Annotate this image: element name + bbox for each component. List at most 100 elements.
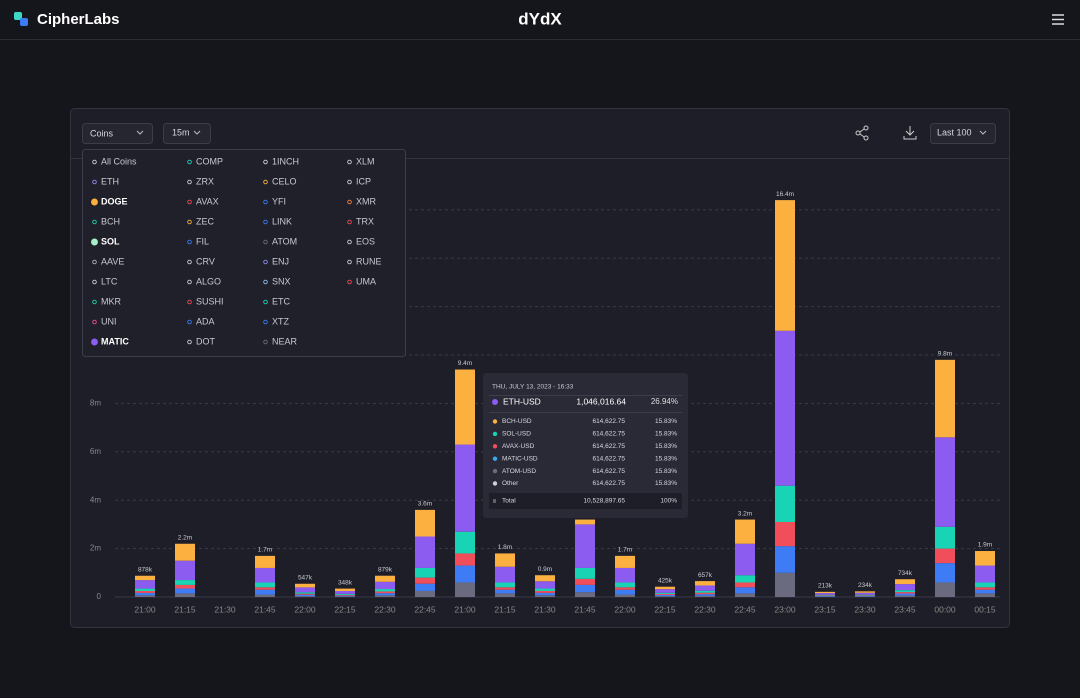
coin-option[interactable]: DOT bbox=[187, 336, 216, 346]
bar-segment bbox=[775, 572, 795, 597]
coin-option[interactable]: UNI bbox=[92, 316, 117, 326]
series-value: 614,622.75 bbox=[592, 443, 625, 450]
coin-option[interactable]: DOGE bbox=[91, 196, 128, 206]
bar-segment bbox=[815, 594, 835, 596]
bar-segment bbox=[895, 595, 915, 597]
bar-segment bbox=[935, 582, 955, 597]
bar-segment bbox=[975, 593, 995, 597]
bar-segment bbox=[295, 596, 315, 597]
coin-dot bbox=[187, 299, 192, 305]
coin-dot bbox=[187, 259, 192, 265]
series-share: 15.83% bbox=[655, 418, 677, 425]
coin-option[interactable]: ZRX bbox=[187, 176, 214, 186]
coin-option[interactable]: ZEC bbox=[187, 216, 215, 226]
bar-segment bbox=[975, 565, 995, 583]
bar-segment bbox=[935, 563, 955, 583]
bar-segment bbox=[135, 592, 155, 596]
coins-dropdown[interactable]: Coins bbox=[82, 123, 153, 144]
bar-segment bbox=[575, 578, 595, 585]
x-tick-label: 22:15 bbox=[654, 604, 676, 614]
coin-dot bbox=[92, 319, 97, 325]
logo-part bbox=[14, 12, 22, 20]
series-dot bbox=[492, 481, 498, 486]
interval-dropdown[interactable]: 15m bbox=[163, 123, 211, 144]
coin-option[interactable]: CRV bbox=[187, 256, 215, 266]
coin-name: UMA bbox=[356, 276, 376, 286]
coin-name: ZRX bbox=[196, 176, 214, 186]
series-value: 614,622.75 bbox=[592, 455, 625, 462]
coin-dot bbox=[263, 239, 268, 245]
coin-option[interactable]: SUSHI bbox=[187, 296, 224, 306]
bar-segment bbox=[135, 575, 155, 581]
coin-option[interactable]: FIL bbox=[187, 236, 209, 246]
x-tick-label: 00:15 bbox=[974, 604, 996, 614]
series-share: 15.83% bbox=[655, 443, 677, 450]
coin-option[interactable]: YFI bbox=[263, 196, 286, 206]
bar-segment bbox=[255, 567, 275, 583]
coin-option[interactable]: CELO bbox=[263, 176, 297, 186]
coin-dot bbox=[92, 179, 97, 185]
bar-segment bbox=[295, 583, 315, 588]
coin-option[interactable]: ATOM bbox=[263, 236, 297, 246]
coin-name: AAVE bbox=[101, 256, 124, 266]
total-label: 547k bbox=[298, 574, 313, 581]
coin-option[interactable]: XMR bbox=[347, 196, 377, 206]
coin-name: CELO bbox=[272, 176, 297, 186]
total-label: 657k bbox=[698, 572, 713, 579]
bar-segment bbox=[415, 536, 435, 568]
x-tick-label: 21:00 bbox=[134, 604, 156, 614]
coin-option[interactable]: LTC bbox=[92, 276, 118, 286]
brand: CipherLabs bbox=[37, 11, 120, 28]
range-dropdown[interactable]: Last 100 bbox=[930, 123, 996, 144]
coin-option[interactable]: ADA bbox=[187, 316, 215, 326]
series-share: 15.83% bbox=[655, 480, 677, 487]
bar-segment bbox=[495, 589, 515, 594]
x-tick-label: 21:30 bbox=[214, 604, 236, 614]
total-label: 16.4m bbox=[776, 191, 794, 198]
coin-option[interactable]: ETH bbox=[92, 176, 119, 186]
bar-segment bbox=[655, 586, 675, 590]
coin-option[interactable]: UMA bbox=[347, 276, 376, 286]
total-label: 1.8m bbox=[498, 544, 512, 551]
coin-option[interactable]: MKR bbox=[92, 296, 122, 306]
bar-segment bbox=[775, 485, 795, 522]
series-value: 614,622.75 bbox=[592, 418, 625, 425]
coin-option[interactable]: EOS bbox=[347, 236, 375, 246]
coin-option[interactable]: LINK bbox=[263, 216, 292, 226]
coin-dot bbox=[347, 259, 352, 265]
coin-option[interactable]: RUNE bbox=[347, 256, 382, 266]
bar-segment bbox=[415, 509, 435, 537]
bar-segment bbox=[335, 595, 355, 597]
coin-option[interactable]: ETC bbox=[263, 296, 291, 306]
bar-segment bbox=[415, 567, 435, 578]
bar-segment bbox=[375, 591, 395, 594]
y-tick-label: 2m bbox=[90, 544, 101, 553]
coin-name: RUNE bbox=[356, 256, 382, 266]
coin-option[interactable]: AVAX bbox=[187, 196, 219, 206]
coin-option[interactable]: NEAR bbox=[263, 336, 298, 346]
download-button[interactable] bbox=[903, 126, 917, 140]
share-button[interactable] bbox=[855, 125, 869, 141]
coin-option[interactable]: MATIC bbox=[91, 336, 130, 346]
coin-option[interactable]: ALGO bbox=[187, 276, 221, 286]
coin-option[interactable]: ICP bbox=[347, 176, 371, 186]
x-tick-label: 21:00 bbox=[454, 604, 476, 614]
share-node bbox=[863, 135, 869, 141]
coin-option[interactable]: BCH bbox=[92, 216, 120, 226]
coin-option[interactable]: 1INCH bbox=[263, 156, 299, 166]
bar-segment bbox=[575, 524, 595, 568]
bar-segment bbox=[655, 594, 675, 597]
bar-segment bbox=[615, 594, 635, 597]
bar-segment bbox=[735, 587, 755, 594]
coin-option[interactable]: COMP bbox=[187, 156, 223, 166]
coin-option[interactable]: XTZ bbox=[263, 316, 290, 326]
coin-option[interactable]: SNX bbox=[263, 276, 291, 286]
coin-option[interactable]: ENJ bbox=[263, 256, 289, 266]
coin-option[interactable]: All Coins bbox=[92, 156, 137, 166]
coin-option[interactable]: TRX bbox=[347, 216, 374, 226]
menu-button[interactable] bbox=[1052, 14, 1064, 25]
coin-option[interactable]: SOL bbox=[91, 236, 121, 246]
coin-option[interactable]: AAVE bbox=[92, 256, 125, 266]
bar-segment bbox=[775, 200, 795, 331]
coin-option[interactable]: XLM bbox=[347, 156, 375, 166]
